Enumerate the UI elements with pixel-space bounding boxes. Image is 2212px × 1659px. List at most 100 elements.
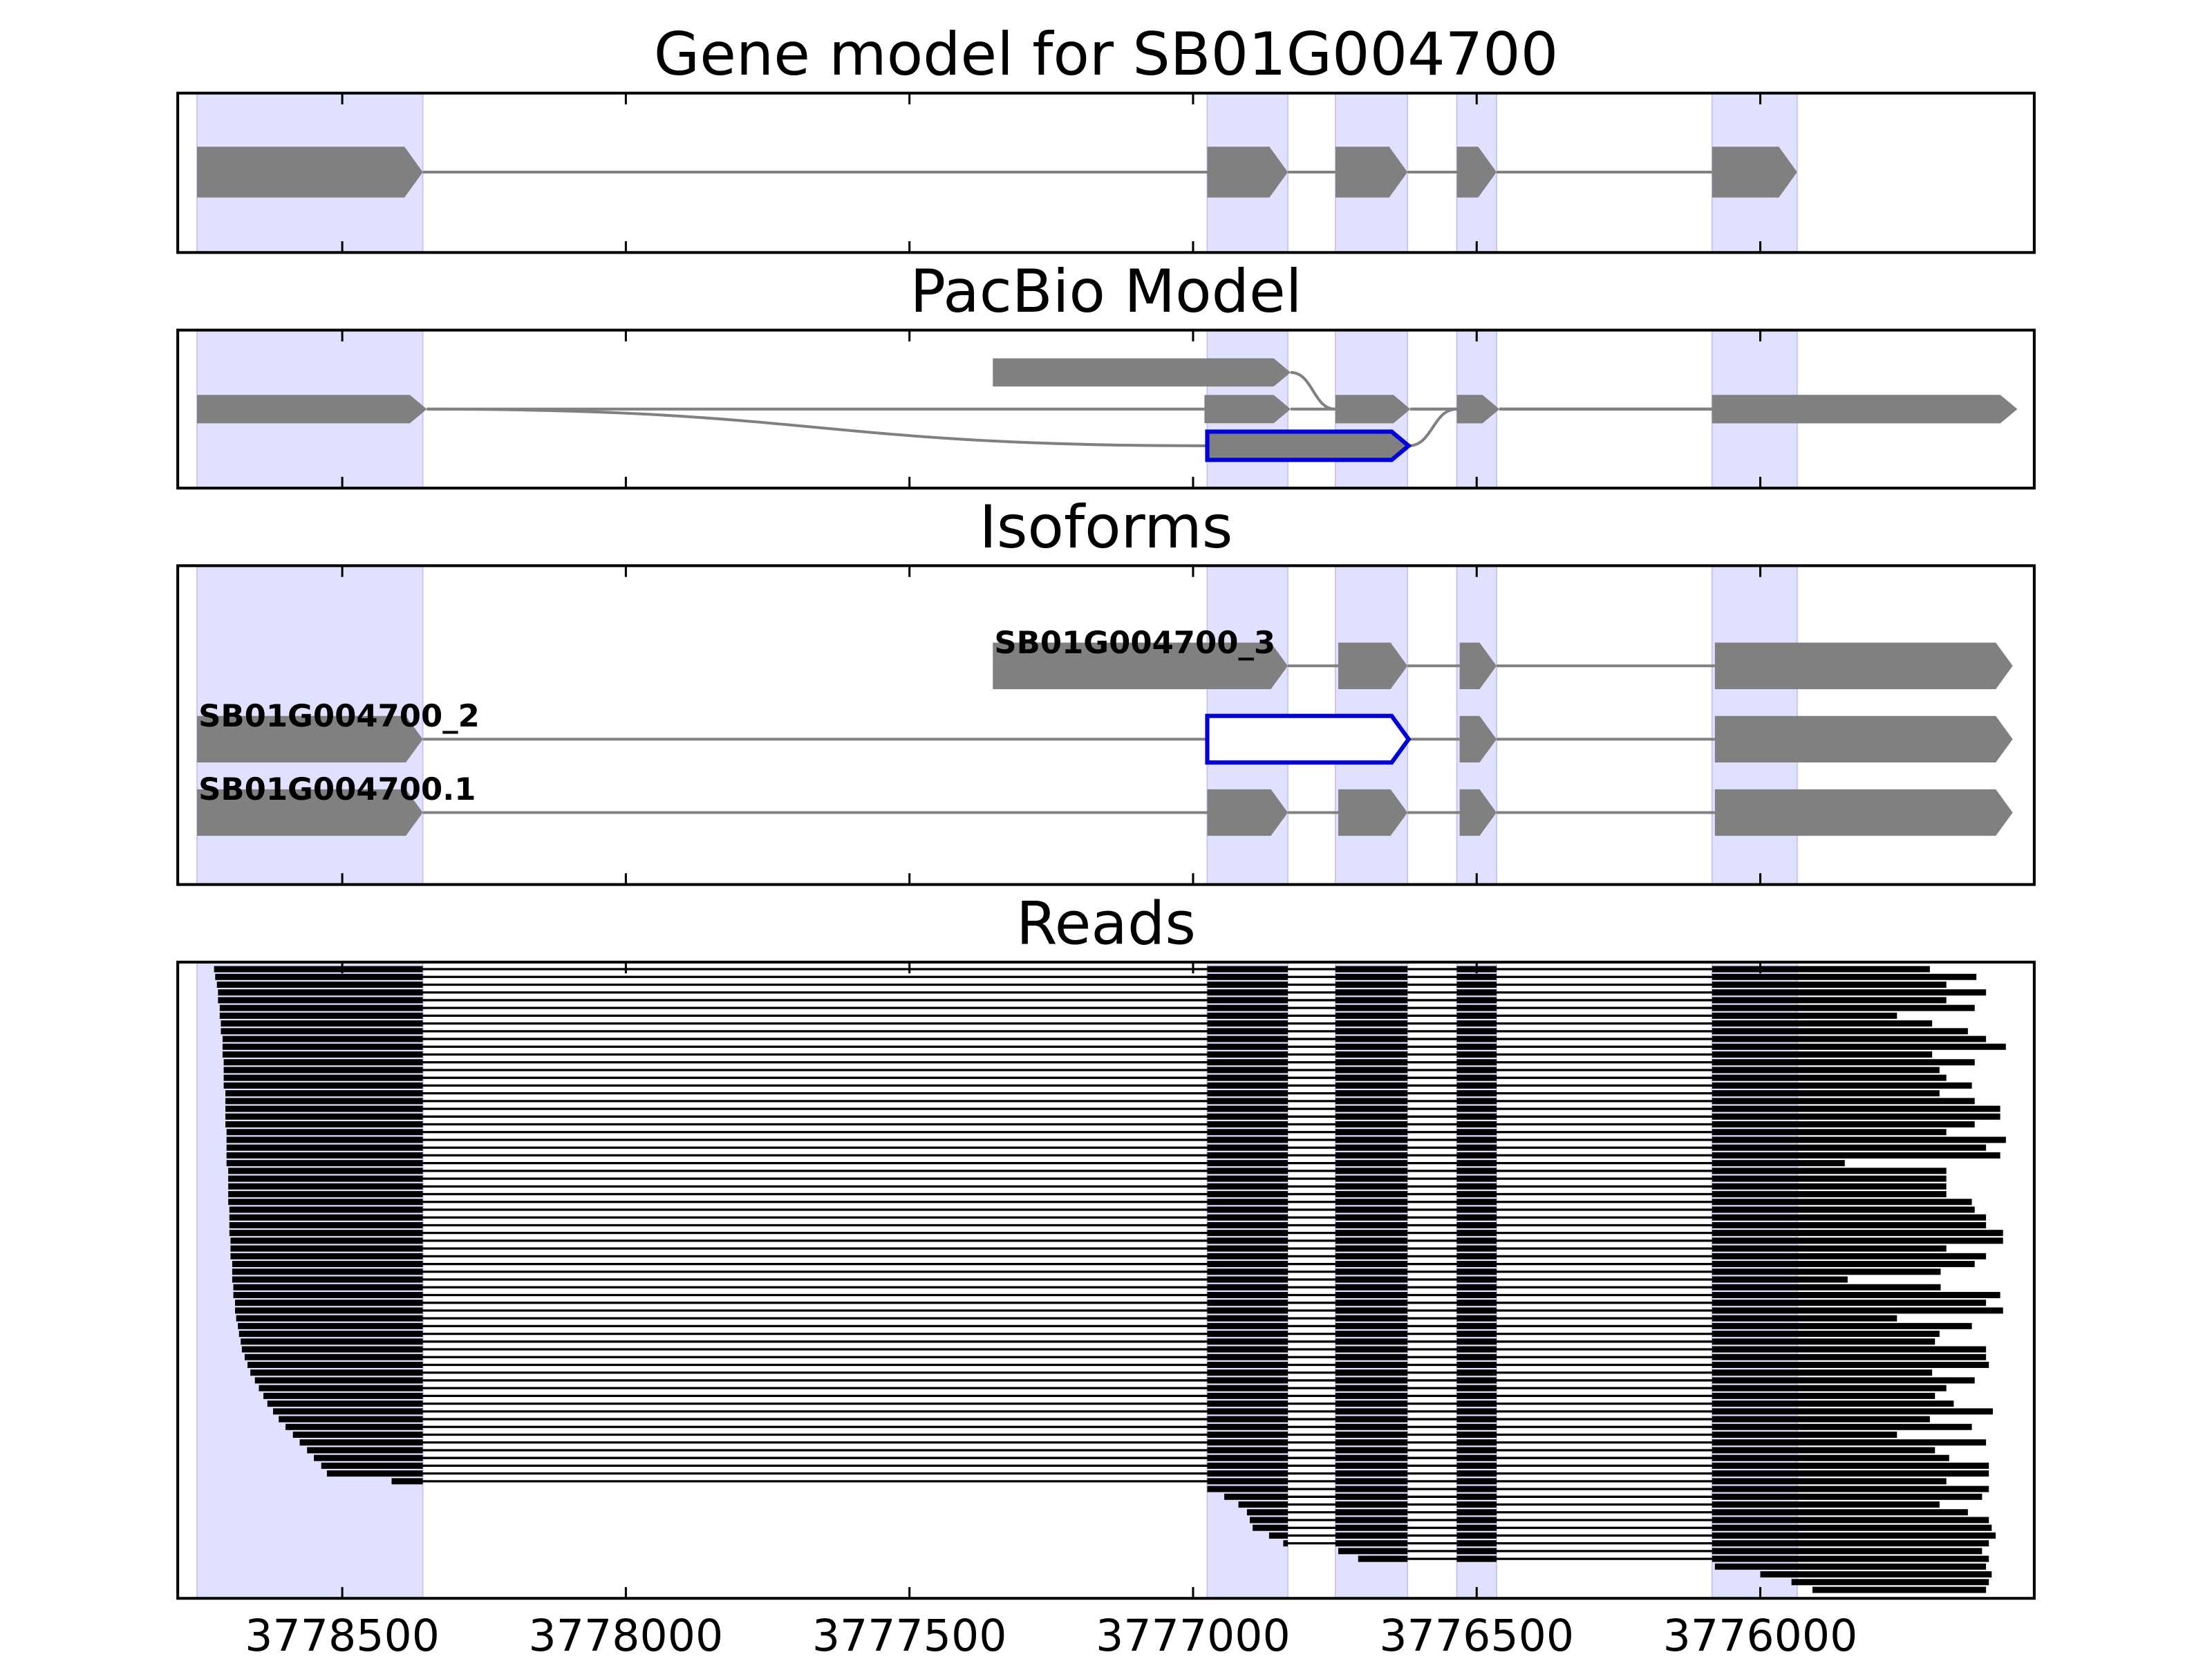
read-block	[1456, 1245, 1497, 1252]
read-block	[1456, 1478, 1497, 1485]
read-block	[1335, 1144, 1408, 1151]
read-block	[1207, 1462, 1288, 1469]
read-block	[225, 1090, 423, 1097]
read-block	[1335, 1221, 1408, 1228]
isoform-label: SB01G004700_2	[198, 697, 480, 734]
read-block	[215, 973, 423, 980]
read-block	[1207, 1175, 1288, 1182]
read-block	[1712, 1555, 1989, 1562]
read-block	[1335, 1315, 1408, 1322]
read-block	[1335, 1493, 1408, 1500]
read-block	[1456, 1315, 1497, 1322]
read-block	[1456, 1423, 1497, 1430]
exon	[1207, 147, 1288, 198]
read-block	[235, 1300, 423, 1306]
read-block	[1207, 1408, 1288, 1415]
read-block	[1456, 1447, 1497, 1454]
exon	[993, 642, 1288, 689]
read-block	[1207, 1004, 1288, 1011]
read-block	[226, 1160, 423, 1167]
read-block	[1456, 1082, 1497, 1089]
read-block	[1207, 1214, 1288, 1221]
read-block	[1712, 1245, 1947, 1252]
read-block	[1207, 1043, 1288, 1050]
read-block	[1712, 1548, 1983, 1555]
read-block	[1712, 1377, 1975, 1384]
read-block	[1712, 1121, 1975, 1128]
read-block	[1207, 1237, 1288, 1244]
read-block	[1207, 1136, 1288, 1143]
read-block	[226, 1129, 423, 1136]
read-block	[1207, 1253, 1288, 1259]
read-block	[1712, 1206, 1975, 1213]
read-block	[1712, 1175, 1947, 1182]
read-block	[1207, 1478, 1288, 1485]
read-block	[1246, 1509, 1288, 1516]
read-block	[1712, 1493, 1983, 1500]
read-block	[1456, 1237, 1497, 1244]
exon	[1204, 395, 1291, 424]
read-block	[1207, 1183, 1288, 1190]
read-block	[241, 1346, 423, 1353]
read-block	[1335, 1214, 1408, 1221]
read-block	[225, 1098, 423, 1105]
read-block	[1335, 1432, 1408, 1438]
read-block	[1456, 1555, 1497, 1562]
read-block	[1335, 1245, 1408, 1252]
read-block	[1335, 1416, 1408, 1423]
read-block	[229, 1230, 423, 1237]
read-block	[223, 1067, 423, 1074]
read-block	[1712, 1400, 1954, 1407]
read-block	[219, 1004, 423, 1011]
read-block	[1712, 1136, 2006, 1143]
read-block	[230, 1253, 423, 1259]
read-block	[1335, 1074, 1408, 1081]
read-block	[1456, 1168, 1497, 1174]
read-block	[1712, 1183, 1947, 1190]
read-block	[1456, 1540, 1497, 1547]
read-block	[1456, 1160, 1497, 1167]
read-block	[223, 1074, 423, 1081]
read-block	[1712, 1291, 2000, 1298]
read-block	[1207, 1369, 1288, 1376]
read-block	[1456, 1276, 1497, 1283]
read-block	[1456, 1012, 1497, 1019]
read-block	[225, 1113, 423, 1120]
read-block	[1712, 1261, 1975, 1268]
read-block	[218, 989, 423, 996]
read-block	[1456, 1524, 1497, 1531]
read-block	[1712, 1105, 2000, 1112]
read-block	[1250, 1517, 1288, 1524]
read-block	[1456, 1268, 1497, 1275]
read-block	[1207, 1035, 1288, 1042]
read-block	[1456, 1485, 1497, 1492]
read-block	[1712, 1051, 1933, 1058]
read-block	[1335, 1501, 1408, 1508]
read-block	[1207, 1199, 1288, 1206]
read-block	[1207, 1051, 1288, 1058]
read-block	[1712, 1035, 1987, 1042]
panel-frame	[176, 91, 2036, 254]
read-block	[1712, 1478, 1947, 1485]
read-block	[1335, 1059, 1408, 1066]
read-block	[1712, 1300, 1987, 1306]
read-block	[1456, 1346, 1497, 1353]
read-block	[1207, 1470, 1288, 1477]
read-block	[1456, 1051, 1497, 1058]
read-block	[222, 1035, 423, 1042]
read-block	[1712, 1509, 1968, 1516]
junction	[1408, 407, 1457, 447]
read-block	[1335, 1004, 1408, 1011]
read-block	[1207, 1113, 1288, 1120]
read-block	[1358, 1555, 1408, 1562]
read-block	[1712, 973, 1977, 980]
exon	[1335, 147, 1408, 198]
panel-title: Isoforms	[980, 493, 1233, 562]
read-block	[1335, 1338, 1408, 1345]
read-block	[1712, 1322, 1972, 1329]
read-block	[1335, 1206, 1408, 1213]
read-block	[1207, 1028, 1288, 1035]
read-block	[1335, 1168, 1408, 1174]
